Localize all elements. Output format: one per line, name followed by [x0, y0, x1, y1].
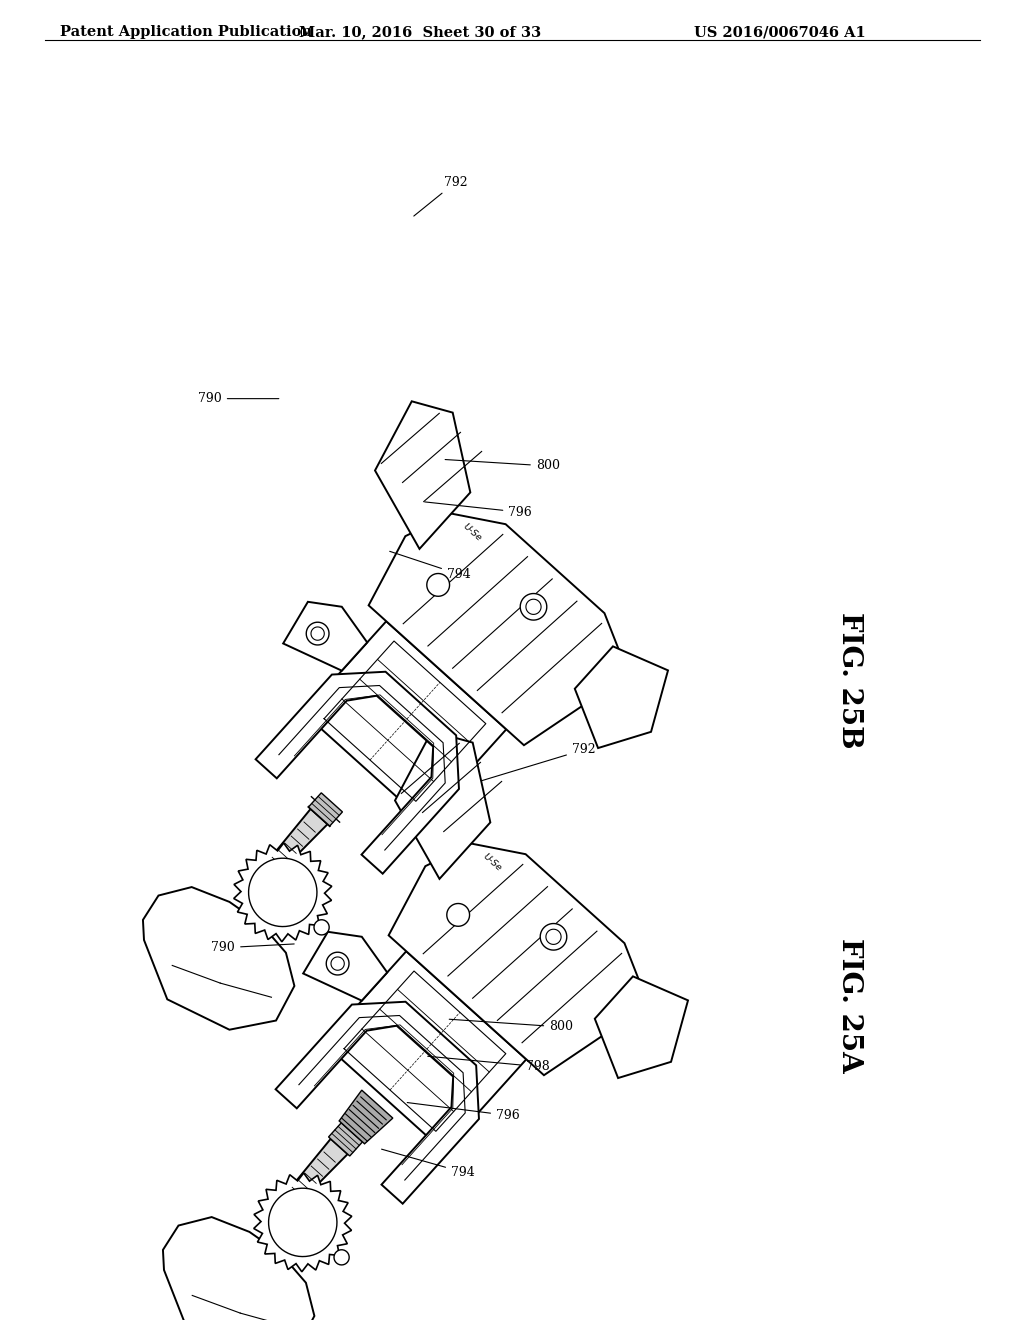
Text: US 2016/0067046 A1: US 2016/0067046 A1 — [694, 25, 866, 40]
Text: 792: 792 — [414, 176, 468, 216]
Polygon shape — [259, 809, 328, 882]
Polygon shape — [541, 924, 566, 950]
Polygon shape — [254, 1173, 352, 1271]
Polygon shape — [280, 1139, 347, 1212]
Polygon shape — [546, 929, 561, 944]
Text: 796: 796 — [408, 1102, 520, 1122]
Polygon shape — [329, 1123, 362, 1156]
Polygon shape — [233, 843, 332, 941]
Polygon shape — [303, 932, 387, 1001]
Polygon shape — [324, 952, 526, 1151]
Text: U-Se: U-Se — [462, 521, 483, 544]
Polygon shape — [339, 1090, 393, 1144]
Polygon shape — [595, 977, 688, 1078]
Polygon shape — [163, 1217, 314, 1320]
Polygon shape — [520, 594, 547, 620]
Polygon shape — [389, 843, 640, 1076]
Polygon shape — [446, 903, 470, 927]
Polygon shape — [275, 1002, 479, 1204]
Polygon shape — [311, 627, 325, 640]
Text: 796: 796 — [425, 502, 532, 519]
Polygon shape — [284, 602, 368, 671]
Text: FIG. 25A: FIG. 25A — [837, 937, 863, 1072]
Polygon shape — [143, 887, 294, 1030]
Polygon shape — [526, 599, 541, 614]
Polygon shape — [327, 952, 349, 975]
Polygon shape — [331, 957, 344, 970]
Text: 794: 794 — [390, 552, 471, 581]
Text: 790: 790 — [211, 941, 294, 954]
Text: 800: 800 — [450, 1019, 573, 1034]
Text: FIG. 25B: FIG. 25B — [837, 611, 863, 748]
Polygon shape — [314, 920, 329, 935]
Polygon shape — [369, 513, 620, 746]
Polygon shape — [304, 622, 506, 821]
Polygon shape — [256, 672, 459, 874]
Text: 800: 800 — [445, 459, 560, 473]
Text: 798: 798 — [428, 1056, 550, 1073]
Polygon shape — [306, 622, 329, 645]
Polygon shape — [268, 1188, 337, 1257]
Text: Patent Application Publication: Patent Application Publication — [60, 25, 312, 40]
Text: 794: 794 — [382, 1150, 475, 1179]
Polygon shape — [375, 401, 470, 549]
Polygon shape — [427, 573, 450, 597]
Text: 790: 790 — [198, 392, 279, 405]
Text: U-Se: U-Se — [481, 851, 504, 874]
Text: 792: 792 — [482, 743, 596, 780]
Polygon shape — [395, 731, 490, 879]
Polygon shape — [308, 793, 342, 826]
Polygon shape — [334, 1250, 349, 1265]
Text: Mar. 10, 2016  Sheet 30 of 33: Mar. 10, 2016 Sheet 30 of 33 — [299, 25, 541, 40]
Polygon shape — [574, 647, 668, 748]
Polygon shape — [249, 858, 317, 927]
